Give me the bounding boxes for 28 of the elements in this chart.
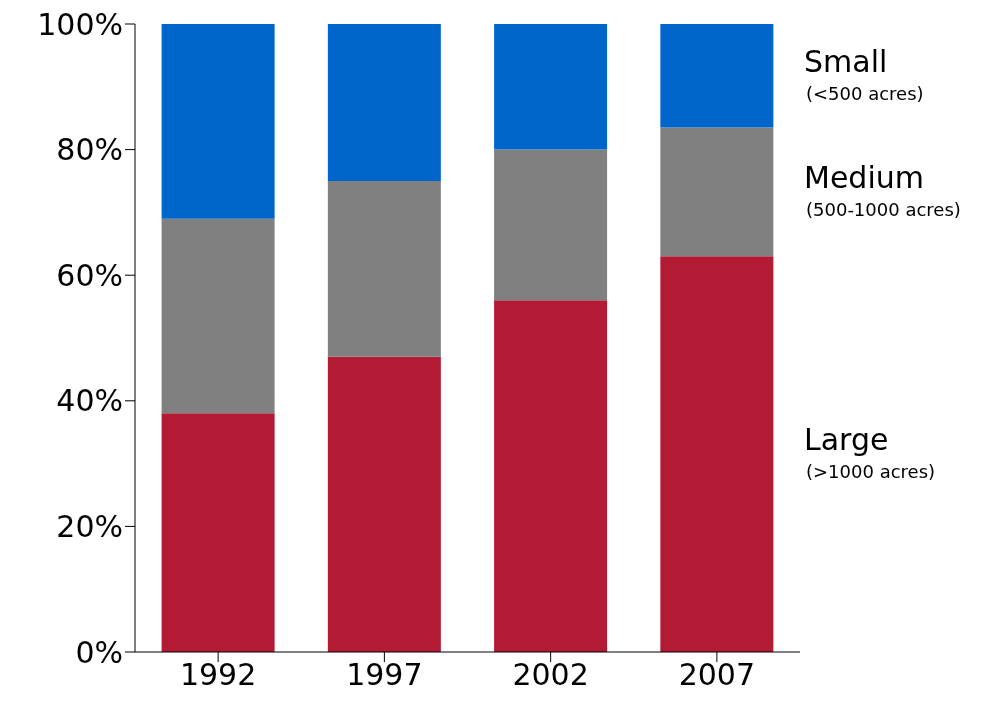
bar	[660, 256, 774, 652]
bar	[161, 24, 275, 219]
bar	[161, 218, 275, 414]
bar	[494, 300, 608, 652]
bar	[327, 181, 441, 357]
text: (>1000 acres)	[806, 461, 936, 483]
bar	[327, 24, 441, 181]
bar	[327, 356, 441, 652]
text: (<500 acres)	[806, 82, 924, 104]
y-tick-label: 0%	[75, 634, 123, 670]
text: (500-1000 acres)	[806, 198, 961, 220]
x-tick-label: 2007	[678, 657, 756, 693]
y-tick-label: 80%	[56, 132, 123, 168]
x-tick-label: 1997	[346, 657, 423, 693]
bar	[494, 24, 608, 150]
bar	[161, 413, 275, 652]
bar	[660, 24, 774, 128]
series-label: Large	[804, 422, 889, 458]
x-tick-label: 1992	[179, 657, 257, 693]
bar	[660, 127, 774, 257]
y-tick-label: 40%	[56, 383, 123, 419]
x-tick-label: 2002	[512, 657, 589, 693]
y-tick-label: 60%	[56, 257, 123, 293]
series-label: Medium	[804, 159, 924, 195]
y-tick-label: 20%	[56, 509, 123, 545]
y-tick-label: 100%	[37, 6, 123, 42]
bar	[494, 149, 608, 301]
series-label: Small	[804, 43, 888, 79]
